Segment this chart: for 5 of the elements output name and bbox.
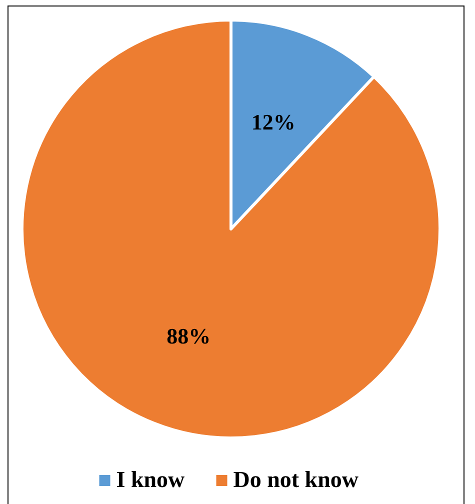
legend-label: I know [116, 467, 186, 492]
data-label: 88% [166, 323, 211, 348]
pie-slice [20, 18, 442, 440]
data-label: 12% [251, 110, 296, 135]
slice-label: Do not know [233, 467, 359, 492]
